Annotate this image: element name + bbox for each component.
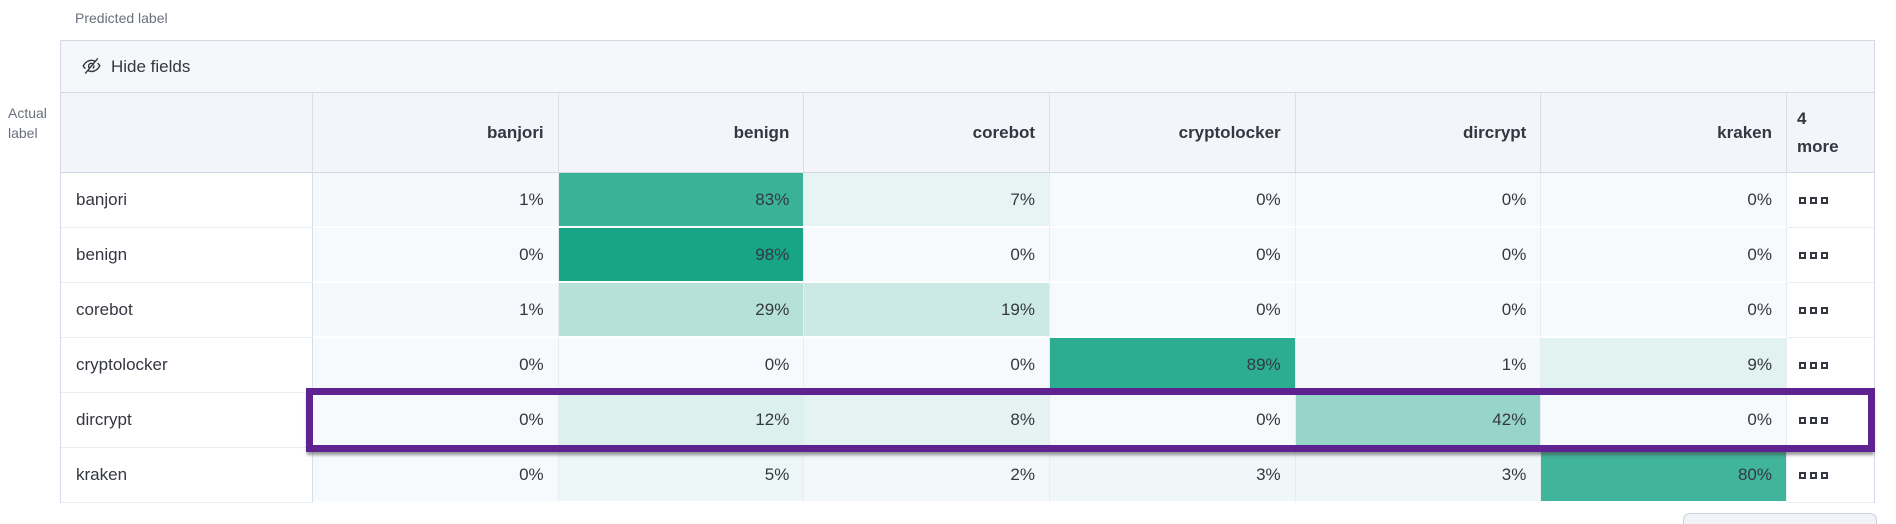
cell-kraken-banjori[interactable]: 0% — [313, 448, 559, 503]
grid-header-row: banjori benign corebot cryptolocker dircrypt… — [61, 93, 1874, 173]
column-header-corebot[interactable]: corebot — [804, 93, 1050, 173]
cell-banjori-cryptolocker[interactable]: 0% — [1050, 173, 1296, 228]
row-label-corebot[interactable]: corebot — [61, 283, 313, 338]
cell-banjori-kraken[interactable]: 0% — [1541, 173, 1787, 228]
cell-benign-kraken[interactable]: 0% — [1541, 228, 1787, 283]
row-label-benign[interactable]: benign — [61, 228, 313, 283]
ellipsis-squares-icon — [1821, 306, 1828, 314]
cell-benign-corebot[interactable]: 0% — [804, 228, 1050, 283]
row-more-button-banjori[interactable] — [1787, 173, 1874, 228]
cell-dircrypt-banjori[interactable]: 0% — [313, 393, 559, 448]
cell-banjori-corebot[interactable]: 7% — [804, 173, 1050, 228]
ellipsis-squares-icon — [1810, 361, 1817, 369]
column-header-banjori[interactable]: banjori — [313, 93, 559, 173]
ellipsis-squares-icon — [1810, 251, 1817, 259]
horizontal-scrollbar-thumb[interactable] — [1683, 513, 1877, 524]
ellipsis-squares-icon — [1810, 306, 1817, 314]
ellipsis-squares-icon — [1821, 361, 1828, 369]
cell-banjori-dircrypt[interactable]: 0% — [1295, 173, 1542, 228]
matrix-row-benign: benign 0% 98% 0% 0% 0% 0% — [61, 228, 1874, 283]
cell-corebot-cryptolocker[interactable]: 0% — [1050, 283, 1296, 338]
ellipsis-squares-icon — [1810, 416, 1817, 424]
ellipsis-squares-icon — [1821, 471, 1828, 479]
row-label-kraken[interactable]: kraken — [61, 448, 313, 503]
cell-benign-dircrypt[interactable]: 0% — [1295, 228, 1542, 283]
ellipsis-squares-icon — [1799, 471, 1806, 479]
row-more-button-corebot[interactable] — [1787, 283, 1874, 338]
cell-cryptolocker-dircrypt[interactable]: 1% — [1295, 338, 1542, 393]
predicted-label-axis-title: Predicted label — [75, 10, 168, 26]
actual-label-axis-title: Actual label — [8, 105, 47, 142]
column-header-cryptolocker[interactable]: cryptolocker — [1050, 93, 1296, 173]
ellipsis-squares-icon — [1821, 251, 1828, 259]
cell-corebot-benign[interactable]: 29% — [558, 283, 805, 338]
ellipsis-squares-icon — [1810, 196, 1817, 204]
cell-cryptolocker-banjori[interactable]: 0% — [313, 338, 559, 393]
ellipsis-squares-icon — [1799, 416, 1806, 424]
matrix-row-kraken: kraken 0% 5% 2% 3% 3% 80% — [61, 448, 1874, 503]
cell-kraken-cryptolocker[interactable]: 3% — [1050, 448, 1296, 503]
cell-corebot-dircrypt[interactable]: 0% — [1295, 283, 1542, 338]
row-more-button-benign[interactable] — [1787, 228, 1874, 283]
cell-dircrypt-benign[interactable]: 12% — [558, 393, 805, 448]
matrix-row-dircrypt: dircrypt 0% 12% 8% 0% 42% 0% — [61, 393, 1874, 448]
ellipsis-squares-icon — [1821, 416, 1828, 424]
matrix-row-cryptolocker: cryptolocker 0% 0% 0% 89% 1% 9% — [61, 338, 1874, 393]
row-more-button-dircrypt[interactable] — [1787, 393, 1874, 448]
ellipsis-squares-icon — [1799, 251, 1806, 259]
cell-banjori-benign[interactable]: 83% — [558, 173, 805, 228]
cell-corebot-banjori[interactable]: 1% — [313, 283, 559, 338]
row-more-button-cryptolocker[interactable] — [1787, 338, 1874, 393]
cell-banjori-banjori[interactable]: 1% — [313, 173, 559, 228]
grid-toolbar: Hide fields — [61, 41, 1874, 93]
matrix-row-corebot: corebot 1% 29% 19% 0% 0% 0% — [61, 283, 1874, 338]
cell-kraken-kraken[interactable]: 80% — [1541, 448, 1787, 503]
cell-cryptolocker-corebot[interactable]: 0% — [804, 338, 1050, 393]
cell-cryptolocker-benign[interactable]: 0% — [558, 338, 805, 393]
cell-dircrypt-dircrypt[interactable]: 42% — [1295, 393, 1542, 448]
ellipsis-squares-icon — [1799, 196, 1806, 204]
row-more-button-kraken[interactable] — [1787, 448, 1874, 503]
cell-benign-benign[interactable]: 98% — [558, 228, 805, 283]
cell-kraken-dircrypt[interactable]: 3% — [1295, 448, 1542, 503]
column-header-dircrypt[interactable]: dircrypt — [1295, 93, 1542, 173]
cell-cryptolocker-cryptolocker[interactable]: 89% — [1050, 338, 1296, 393]
ellipsis-squares-icon — [1799, 306, 1806, 314]
grid-body: banjori benign corebot cryptolocker dircrypt… — [61, 93, 1874, 503]
cell-kraken-benign[interactable]: 5% — [558, 448, 805, 503]
column-header-kraken[interactable]: kraken — [1541, 93, 1787, 173]
cell-benign-cryptolocker[interactable]: 0% — [1050, 228, 1296, 283]
cell-benign-banjori[interactable]: 0% — [313, 228, 559, 283]
ellipsis-squares-icon — [1799, 361, 1806, 369]
cell-dircrypt-cryptolocker[interactable]: 0% — [1050, 393, 1296, 448]
cell-cryptolocker-kraken[interactable]: 9% — [1541, 338, 1787, 393]
matrix-row-banjori: banjori 1% 83% 7% 0% 0% 0% — [61, 173, 1874, 228]
cell-corebot-kraken[interactable]: 0% — [1541, 283, 1787, 338]
ellipsis-squares-icon — [1810, 471, 1817, 479]
eye-slash-icon — [82, 57, 101, 76]
hide-fields-label: Hide fields — [111, 56, 191, 76]
row-label-cryptolocker[interactable]: cryptolocker — [61, 338, 313, 393]
row-label-dircrypt[interactable]: dircrypt — [61, 393, 313, 448]
cell-dircrypt-corebot[interactable]: 8% — [804, 393, 1050, 448]
column-header-more[interactable]: 4 more — [1787, 93, 1874, 173]
confusion-matrix-grid: Hide fields banjori benign corebot cryptolo… — [60, 40, 1875, 503]
cell-corebot-corebot[interactable]: 19% — [804, 283, 1050, 338]
row-label-banjori[interactable]: banjori — [61, 173, 313, 228]
cell-kraken-corebot[interactable]: 2% — [804, 448, 1050, 503]
hide-fields-button[interactable]: Hide fields — [82, 57, 190, 77]
grid-header-corner-cell — [61, 93, 313, 173]
column-header-benign[interactable]: benign — [558, 93, 805, 173]
cell-dircrypt-kraken[interactable]: 0% — [1541, 393, 1787, 448]
ellipsis-squares-icon — [1821, 196, 1828, 204]
